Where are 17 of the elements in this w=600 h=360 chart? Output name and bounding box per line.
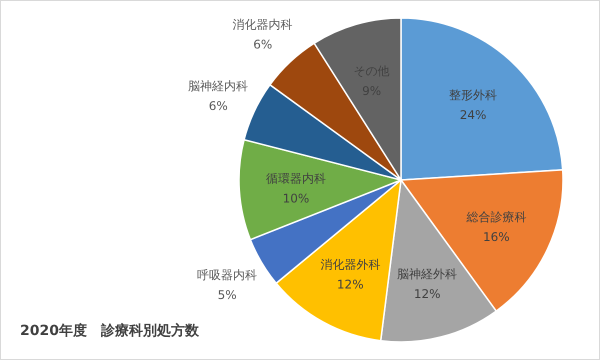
slice-label: 消化器外科: [320, 257, 380, 272]
data-label: 12%: [336, 277, 364, 292]
data-label: 24%: [460, 108, 486, 122]
slice-label: 総合診療科: [465, 210, 526, 224]
data-label: 6%: [253, 38, 272, 52]
data-label: 5%: [218, 288, 237, 302]
data-label: 12%: [414, 286, 441, 301]
text: 2020年度 診療科別処方数: [20, 322, 200, 339]
data-label: 10%: [282, 192, 310, 206]
slice-label: 消化器内科: [232, 18, 293, 32]
slice-label: 呼吸器内科: [197, 268, 258, 282]
slice-label: 循環器内科: [266, 172, 326, 186]
slice-label: 整形外科: [449, 88, 498, 102]
slice-label: 脳神経内科: [188, 78, 248, 93]
data-label: 6%: [208, 98, 228, 113]
data-label: 16%: [482, 230, 510, 244]
slice-label: 脳神経外科: [397, 266, 458, 281]
